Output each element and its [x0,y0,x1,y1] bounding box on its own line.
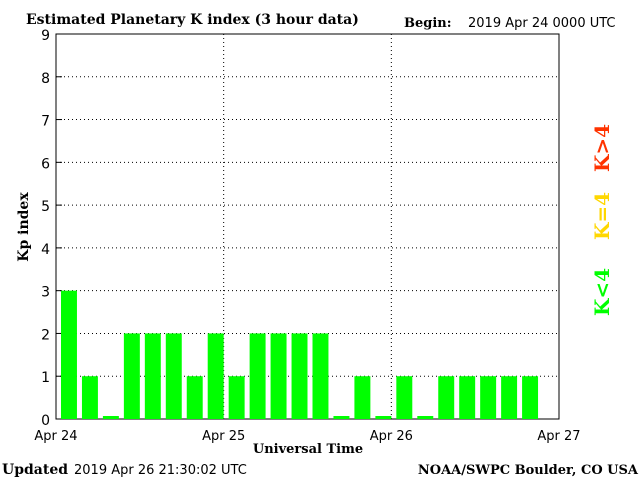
kp-bar [480,376,497,419]
y-tick-label: 3 [41,285,50,301]
y-tick-label: 2 [41,327,50,343]
x-tick-label: Apr 25 [202,429,245,444]
updated-value: 2019 Apr 26 21:30:02 UTC [74,463,247,478]
kp-bar [123,333,140,419]
kp-bar [61,290,77,419]
x-axis-label: Universal Time [253,442,363,457]
x-tick-label: Apr 26 [370,429,413,444]
kp-bar [522,376,539,419]
begin-label: Begin: [404,16,452,31]
y-tick-label: 6 [41,156,50,172]
legend-k-low: K<4 [590,268,614,316]
kp-bar [417,416,434,419]
kp-bar [396,376,413,419]
kp-bar [144,333,161,419]
x-tick-labels: Apr 24 Apr 25 Apr 26 Apr 27 [34,429,580,444]
kp-bar [501,376,518,419]
credit-text: NOAA/SWPC Boulder, CO USA [418,463,639,478]
kp-bar [165,333,182,419]
legend-k-high: K>4 [590,124,614,172]
kp-bar [354,376,371,419]
kp-bar [207,333,224,419]
kp-bar [438,376,455,419]
legend-k-equal: K=4 [590,192,614,240]
bars [61,290,539,419]
kp-bar [312,333,329,419]
kp-bar [291,333,308,419]
y-tick-label: 5 [41,199,50,215]
y-tick-labels: 0 1 2 3 4 5 6 7 8 9 [41,28,50,429]
y-tick-label: 1 [41,370,50,386]
y-tick-label: 7 [41,114,50,130]
kp-bar [270,333,287,419]
x-tick-label: Apr 24 [34,429,77,444]
y-tick-label: 0 [41,413,50,429]
kp-bar [81,376,98,419]
begin-value: 2019 Apr 24 0000 UTC [468,16,616,31]
kp-bar [459,376,476,419]
y-tick-label: 9 [41,28,50,44]
updated-label: Updated [2,462,68,478]
x-tick-label: Apr 27 [537,429,580,444]
kp-bar [102,416,119,419]
y-axis-label: Kp index [16,192,32,262]
kp-bar [375,416,392,419]
kp-bar [249,333,266,419]
y-tick-label: 8 [41,71,50,87]
kp-bar [228,376,245,419]
kp-bar [186,376,203,419]
kp-bar [333,416,350,419]
chart-title: Estimated Planetary K index (3 hour data… [26,12,359,28]
y-tick-label: 4 [41,242,50,258]
